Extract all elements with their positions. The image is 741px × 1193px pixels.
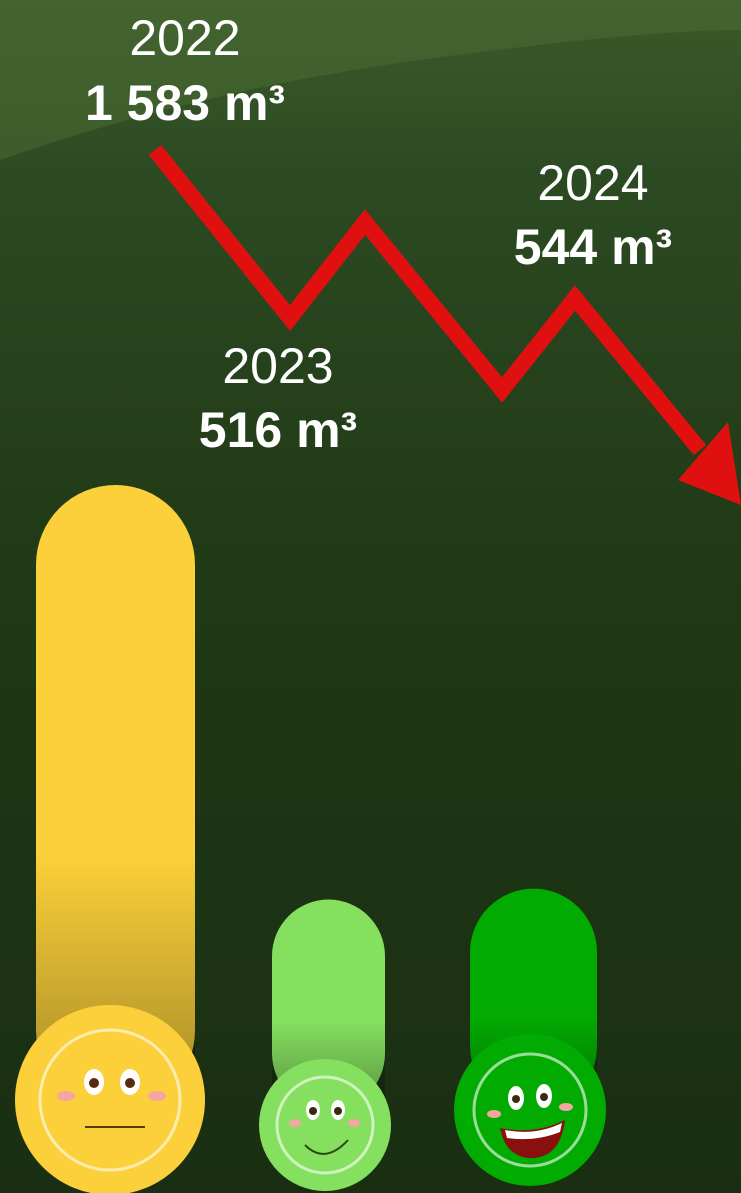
face [259,1059,391,1191]
face [454,1034,606,1186]
year-label: 2024 [537,155,648,211]
arrow-head [678,422,741,505]
value-label: 544 m³ [514,219,672,275]
face [15,1005,205,1193]
year-label: 2023 [222,338,333,394]
value-label: 516 m³ [199,402,357,458]
year-label: 2022 [129,10,240,66]
field [0,0,741,160]
trend-arrow [148,144,707,456]
value-label: 1 583 m³ [85,75,285,131]
